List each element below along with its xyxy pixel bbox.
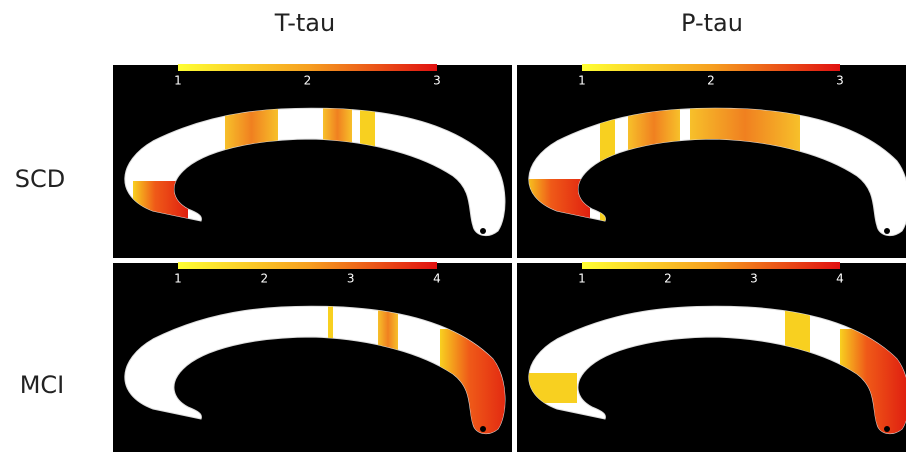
colorbar-tick-label: 4 [836,272,844,286]
colorbar-tick-label: 3 [836,74,844,88]
colorbar-tick-label: 1 [174,74,182,88]
colorbar-tick-label: 2 [664,272,672,286]
colorbar [582,262,840,269]
colorbar-tick-label: 1 [174,272,182,286]
colorbar-tick-label: 4 [433,272,441,286]
tract-tip [480,426,486,432]
colorbar-tick-label: 1 [578,74,586,88]
tract-tip [480,228,486,234]
panel [517,65,906,258]
colorbar-tick-label: 1 [578,272,586,286]
colorbar-tick-label: 2 [261,272,269,286]
panel [517,263,906,452]
colorbar-tick-label: 2 [707,74,715,88]
colorbar-tick-label: 3 [433,74,441,88]
colorbar-tick-label: 3 [347,272,355,286]
colorbar-tick-label: 2 [304,74,312,88]
tract-tip [884,228,890,234]
colorbar [178,262,437,269]
column-header: P-tau [681,9,743,37]
row-label: MCI [20,371,65,399]
row-label: SCD [15,165,65,193]
colorbar-tick-label: 3 [750,272,758,286]
tract-tip [884,426,890,432]
panel [113,65,512,258]
column-header: T-tau [274,9,335,37]
colorbar [582,64,840,71]
panel [113,263,512,452]
colorbar [178,64,437,71]
